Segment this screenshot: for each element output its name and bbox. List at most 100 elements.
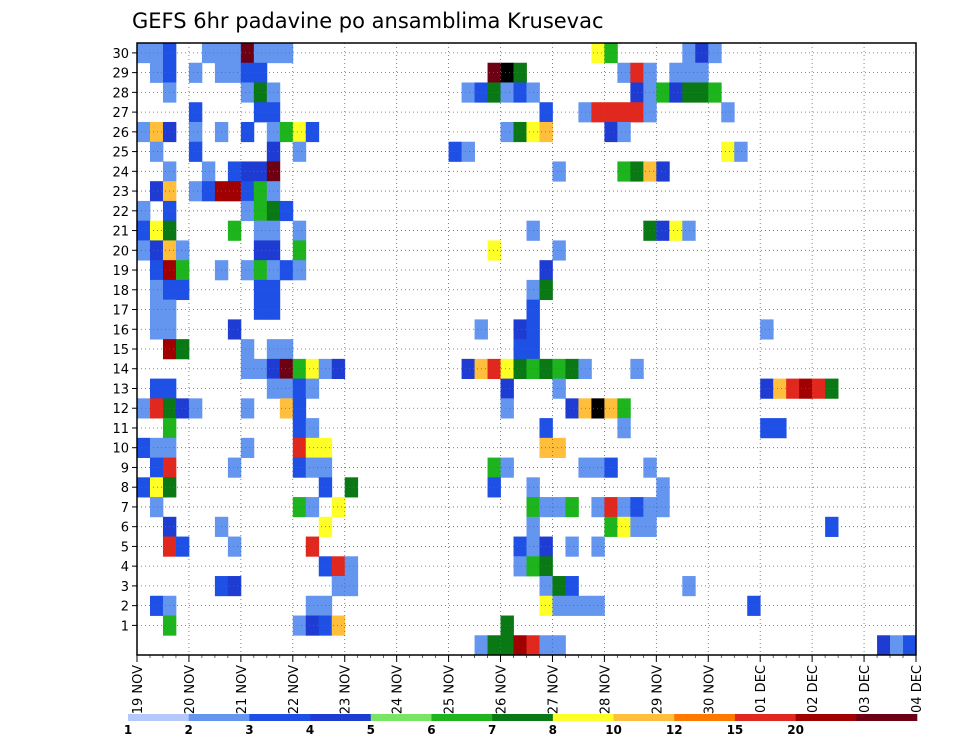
heatmap-cell (149, 220, 164, 241)
heatmap-cell (201, 181, 216, 202)
y-tick-label: 14 (112, 363, 129, 378)
heatmap-cell (539, 437, 553, 458)
heatmap-cell (539, 121, 553, 143)
heatmap-cell (487, 240, 501, 261)
heatmap-cell (240, 398, 255, 419)
heatmap-cell (227, 220, 242, 241)
heatmap-cell (137, 477, 151, 498)
heatmap-cell (137, 220, 151, 241)
x-tick-label: 03 DEC (858, 665, 873, 713)
heatmap-cell (513, 339, 527, 360)
x-tick-label: 20 NOV (183, 665, 198, 714)
heatmap-cell (331, 497, 346, 518)
heatmap-cell (708, 82, 722, 103)
heatmap-cell (461, 141, 475, 162)
heatmap-cell (669, 62, 683, 83)
colorbar-label: 12 (666, 723, 683, 737)
heatmap-cell (825, 516, 839, 537)
chart-title: GEFS 6hr padavine po ansamblima Krusevac (132, 9, 604, 33)
heatmap-cell (292, 418, 307, 439)
x-tick-label: 02 DEC (806, 665, 821, 713)
heatmap-cell (240, 43, 255, 64)
heatmap-cell (279, 200, 294, 222)
heatmap-cell (149, 477, 164, 498)
x-tick-label: 21 NOV (235, 665, 250, 714)
heatmap-cell (292, 220, 307, 241)
heatmap-cell (604, 457, 618, 478)
x-tick-label: 22 NOV (287, 665, 302, 714)
heatmap-cell (500, 82, 514, 103)
colorbar-segment (431, 714, 493, 721)
heatmap-cell (656, 161, 670, 182)
y-tick-label: 24 (112, 165, 129, 180)
axes: 1234567891011121314151617181920212223242… (112, 47, 925, 714)
heatmap-cell (760, 418, 774, 439)
heatmap-cell (137, 240, 151, 261)
heatmap-cell (240, 200, 255, 222)
heatmap-cell (149, 141, 164, 162)
heatmap-cell (552, 576, 566, 597)
colorbar-segment (734, 714, 796, 721)
y-tick-label: 15 (112, 343, 129, 358)
heatmap-cell (552, 240, 566, 261)
heatmap-cell (565, 536, 579, 557)
heatmap-cell (552, 161, 566, 182)
heatmap-cell (279, 398, 294, 419)
heatmap-cell (188, 141, 203, 162)
colorbar: 1 2 3 4 5 6 7 8 10 12 15 20 (124, 714, 918, 737)
heatmap-cell (643, 497, 657, 518)
heatmap-cell (137, 43, 151, 64)
heatmap-cell (591, 497, 605, 518)
colorbar-label: 4 (306, 723, 314, 737)
heatmap-cell (279, 43, 294, 64)
heatmap-cell (591, 457, 605, 478)
colorbar-label: 1 (124, 723, 132, 737)
y-tick-label: 9 (121, 461, 129, 476)
heatmap-cell (137, 200, 151, 222)
heatmap-cell (500, 121, 514, 143)
y-tick-label: 13 (112, 382, 129, 397)
colorbar-label: 3 (245, 723, 253, 737)
heatmap-cell (227, 62, 242, 83)
heatmap-cell (149, 299, 164, 320)
heatmap-cell (461, 82, 475, 103)
y-tick-label: 19 (112, 264, 129, 279)
heatmap-cell (188, 121, 203, 143)
heatmap-cell (760, 319, 774, 340)
heatmap-cell (149, 260, 164, 281)
heatmap-cell (539, 102, 553, 123)
heatmap-cell (513, 82, 527, 103)
y-tick-label: 27 (112, 106, 129, 121)
heatmap-cell (539, 556, 553, 577)
y-tick-label: 4 (121, 560, 129, 575)
y-tick-label: 7 (121, 501, 129, 516)
heatmap-cell (825, 378, 839, 399)
heatmap-cell (708, 43, 722, 64)
heatmap-cell (773, 418, 787, 439)
heatmap-cell (643, 102, 657, 123)
heatmap-cell (721, 102, 735, 123)
heatmap-cell (253, 161, 268, 182)
heatmap-cell (617, 102, 631, 123)
heatmap-cell (253, 279, 268, 301)
heatmap-cell (227, 319, 242, 340)
heatmap-cell (279, 260, 294, 281)
heatmap-cell (513, 121, 527, 143)
colorbar-segment (128, 714, 189, 721)
heatmap-cell (760, 378, 774, 399)
colorbar-segment (370, 714, 432, 721)
colorbar-segment (492, 714, 554, 721)
heatmap-cell (539, 279, 553, 301)
heatmap-cell (604, 516, 618, 537)
colorbar-label: 20 (787, 723, 804, 737)
heatmap-cell (227, 181, 242, 202)
y-tick-label: 8 (121, 481, 129, 496)
colorbar-segment (249, 714, 311, 721)
heatmap-cell (604, 497, 618, 518)
heatmap-cell (331, 556, 346, 577)
y-tick-label: 28 (112, 86, 129, 101)
heatmap-cell (734, 141, 748, 162)
heatmap-cell (721, 141, 735, 162)
heatmap-cell (292, 141, 307, 162)
y-tick-label: 12 (112, 402, 129, 417)
